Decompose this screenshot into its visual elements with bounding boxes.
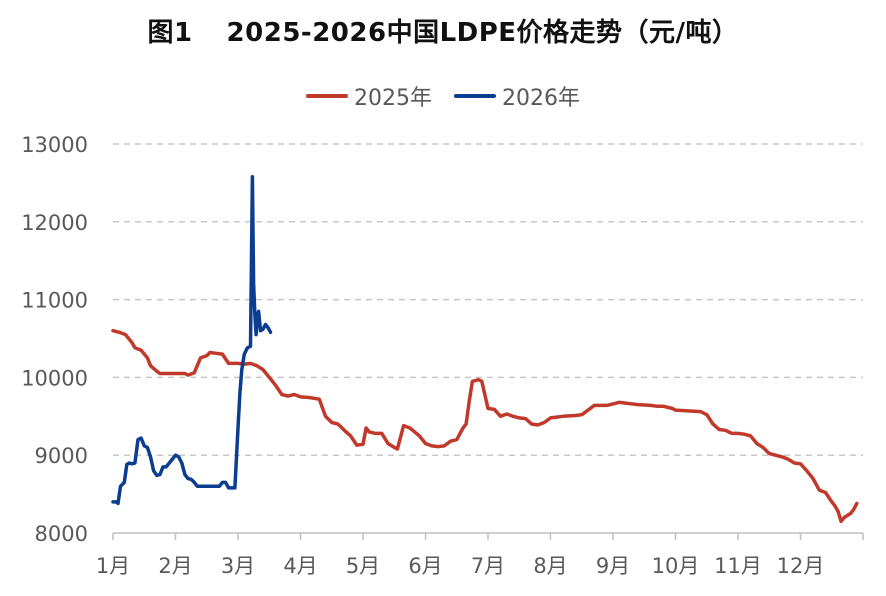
- legend-item-2026: 2026年: [454, 80, 580, 112]
- y-tick-label: 11000: [21, 289, 88, 313]
- chart-title-text: 2025-2026中国LDPE价格走势（元/吨）: [226, 18, 739, 48]
- legend-label-2026: 2026年: [502, 86, 580, 111]
- x-tick-label: 2月: [158, 554, 192, 578]
- x-tick-label: 4月: [283, 554, 317, 578]
- x-tick-label: 8月: [533, 554, 567, 578]
- x-tick-label: 10月: [652, 554, 700, 578]
- x-tick-label: 7月: [471, 554, 505, 578]
- y-tick-label: 13000: [21, 133, 88, 157]
- x-tick-label: 12月: [777, 554, 825, 578]
- x-tick-label: 3月: [221, 554, 255, 578]
- x-tick-label: 11月: [714, 554, 762, 578]
- y-tick-label: 8000: [35, 522, 88, 546]
- series-line-2026: [111, 174, 273, 506]
- x-tick-label: 1月: [96, 554, 130, 578]
- legend-label-2025: 2025年: [354, 86, 432, 111]
- series-line-2025: [111, 328, 859, 524]
- y-tick-label: 9000: [35, 444, 88, 468]
- legend: 2025年 2026年: [0, 80, 886, 112]
- x-tick-label: 6月: [408, 554, 442, 578]
- figure-number: 图1: [147, 18, 193, 48]
- legend-item-2025: 2025年: [306, 80, 432, 112]
- x-tick-label: 5月: [346, 554, 380, 578]
- x-tick-label: 9月: [596, 554, 630, 578]
- legend-swatch-2026: [454, 94, 496, 98]
- y-tick-label: 12000: [21, 211, 88, 235]
- chart-title: 图1 2025-2026中国LDPE价格走势（元/吨）: [0, 12, 886, 49]
- y-tick-label: 10000: [21, 366, 88, 390]
- legend-swatch-2025: [306, 94, 348, 98]
